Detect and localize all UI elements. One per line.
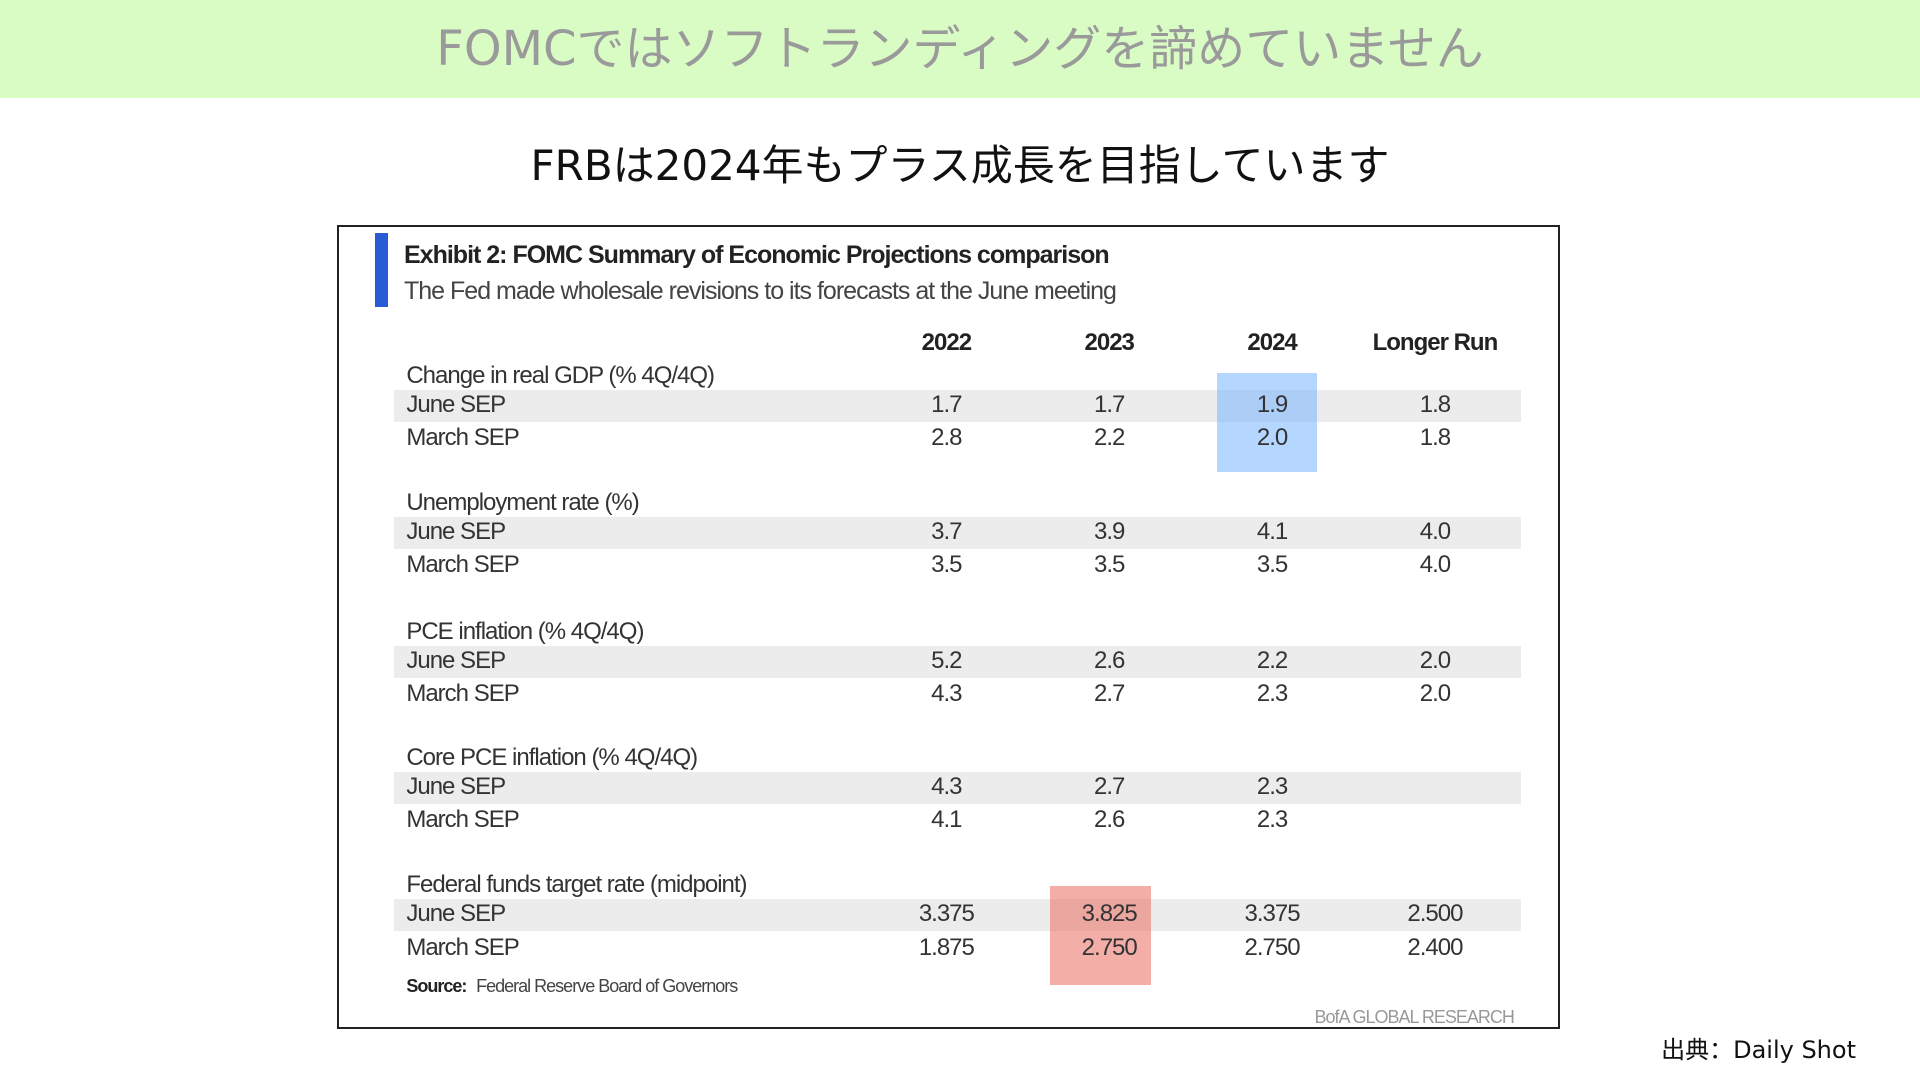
row-label: March SEP (406, 680, 519, 708)
row-label: June SEP (406, 391, 506, 419)
cell: 1.8 (1419, 391, 1451, 419)
subtitle: FRBは2024年もプラス成長を目指しています (530, 141, 1390, 190)
row-label: March SEP (406, 806, 519, 834)
exhibit-subtitle: The Fed made wholesale revisions to its … (404, 277, 1117, 305)
cell: 4.0 (1419, 518, 1451, 546)
cell: 2.6 (1094, 806, 1125, 834)
cell: 3.825 (1081, 900, 1138, 928)
cell: 1.8 (1419, 424, 1451, 452)
header-title: FOMCではソフトランディングを諦めていません (0, 0, 1920, 98)
source: Federal Reserve Board of Governors (476, 976, 738, 997)
cell: 2.8 (931, 424, 962, 452)
row-shade (394, 389, 1521, 422)
row-label: June SEP (406, 773, 506, 801)
highlight-red (1050, 885, 1151, 985)
cell: 1.7 (1094, 391, 1125, 419)
row-label: June SEP (406, 647, 506, 674)
section-label: PCE inflation (% 4Q/4Q) (406, 617, 644, 645)
cell: 2.750 (1244, 933, 1301, 961)
section-label: Federal funds target rate (midpoint) (406, 871, 747, 899)
cell: 4.1 (1256, 518, 1288, 546)
column-header: 2024 (1247, 328, 1297, 356)
cell: 3.375 (918, 900, 975, 928)
cell: 3.7 (931, 518, 962, 546)
source-label: Source: (406, 976, 467, 997)
cell: 1.875 (918, 933, 975, 961)
row-label: March SEP (406, 424, 519, 452)
credit: 出典：Daily Shot (1661, 1036, 1856, 1064)
exhibit-title: Exhibit 2: FOMC Summary of Economic Proj… (404, 241, 1110, 269)
section-label: Change in real GDP (% 4Q/4Q) (406, 361, 715, 389)
cell: 2.0 (1419, 647, 1451, 674)
cell: 2.0 (1256, 424, 1288, 452)
cell: 4.0 (1419, 551, 1451, 579)
cell: 3.9 (1094, 518, 1125, 546)
row-shade (394, 899, 1521, 932)
cell: 3.5 (1094, 551, 1125, 579)
cell: 3.375 (1244, 900, 1301, 928)
cell: 2.0 (1419, 680, 1451, 708)
row-shade (394, 517, 1521, 550)
brand: BofA GLOBAL RESEARCH (1314, 1007, 1515, 1027)
row-label: June SEP (406, 518, 506, 546)
cell: 4.3 (931, 773, 962, 801)
cell: 2.7 (1094, 773, 1125, 801)
cell: 2.7 (1094, 680, 1125, 708)
cell: 2.500 (1407, 900, 1463, 928)
column-header: Longer Run (1372, 328, 1499, 356)
cell: 2.750 (1081, 933, 1138, 961)
row-shade (394, 771, 1521, 804)
cell: 5.2 (931, 647, 962, 674)
cell: 2.2 (1256, 647, 1288, 674)
cell: 3.5 (931, 551, 962, 579)
cell: 4.1 (931, 806, 962, 834)
section-label: Unemployment rate (%) (406, 489, 639, 517)
cell: 1.7 (931, 391, 962, 419)
column-header: 2022 (921, 328, 972, 356)
row-label: March SEP (406, 933, 519, 961)
cell: 4.3 (931, 680, 962, 708)
row-shade (394, 645, 1521, 678)
cell: 2.3 (1256, 680, 1288, 708)
cell: 2.6 (1094, 647, 1125, 674)
cell: 2.3 (1256, 773, 1288, 801)
exhibit: Exhibit 2: FOMC Summary of Economic Proj… (337, 225, 1560, 1029)
cell: 2.2 (1094, 424, 1125, 452)
cell: 3.5 (1256, 551, 1288, 579)
cell: 2.400 (1407, 933, 1463, 961)
section-label: Core PCE inflation (% 4Q/4Q) (406, 743, 698, 771)
row-label: June SEP (406, 900, 506, 928)
column-header: 2023 (1084, 328, 1135, 356)
cell: 2.3 (1256, 806, 1288, 834)
highlight-blue (1216, 372, 1318, 472)
row-label: March SEP (406, 551, 519, 579)
cell: 1.9 (1256, 391, 1288, 419)
accent-bar (375, 233, 388, 307)
